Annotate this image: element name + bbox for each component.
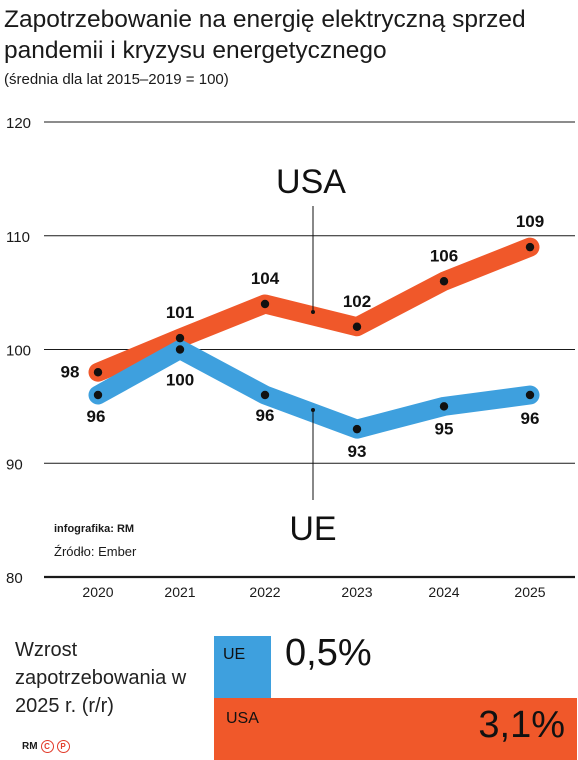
ue-series-label: UE <box>289 510 336 548</box>
y-tick-label: 90 <box>6 456 23 473</box>
y-axis-labels: 80 90 100 110 120 <box>6 115 31 587</box>
usa-growth-value: 3,1% <box>478 704 565 746</box>
p-icon: P <box>56 740 70 753</box>
growth-label: Wzrost zapotrzebowania w 2025 r. (r/r) <box>15 639 187 717</box>
x-axis-labels: 2020 2021 2022 2023 2024 2025 <box>82 584 545 600</box>
data-label: 96 <box>87 407 106 426</box>
logo-text: RM <box>22 741 38 752</box>
data-point <box>525 390 535 400</box>
series-line-ue <box>88 340 540 439</box>
data-point <box>352 322 362 331</box>
x-tick-label: 2023 <box>341 584 372 600</box>
data-label: 104 <box>251 269 280 288</box>
series-annotations: USA UE <box>276 163 346 548</box>
data-point <box>93 390 103 400</box>
data-label: 93 <box>348 442 367 461</box>
data-point <box>525 242 535 252</box>
ue-growth-label: UE <box>223 646 246 663</box>
usa-leader-dot <box>311 310 315 314</box>
data-label: 109 <box>516 212 544 231</box>
line-chart: 80 90 100 110 120 2020 2021 2022 2023 2024 2025 9… <box>6 115 575 600</box>
usa-growth-bar: USA 3,1% <box>214 698 577 760</box>
x-tick-label: 2025 <box>514 584 545 600</box>
source-credit: Źródło: Ember <box>54 544 137 559</box>
data-point <box>352 424 362 434</box>
data-point <box>260 299 270 309</box>
x-tick-label: 2020 <box>82 584 113 600</box>
y-tick-label: 110 <box>6 229 30 246</box>
rm-logo: RM C P <box>22 740 70 753</box>
data-point <box>93 368 103 377</box>
data-label: 101 <box>166 303 194 322</box>
chart-subtitle: (średnia dla lat 2015–2019 = 100) <box>4 71 229 88</box>
data-label: 102 <box>343 292 371 311</box>
data-label: 96 <box>256 406 275 425</box>
data-label: 96 <box>521 409 540 428</box>
ue-growth-value: 0,5% <box>285 632 372 674</box>
data-labels: 98 101 104 102 106 109 96 100 96 93 95 96 <box>61 212 545 461</box>
y-tick-label: 80 <box>6 570 23 587</box>
x-tick-label: 2021 <box>164 584 195 600</box>
y-tick-label: 100 <box>6 343 31 360</box>
copyright-icon: C <box>40 740 54 753</box>
data-label: 106 <box>430 246 458 265</box>
data-point <box>175 345 185 354</box>
usa-growth-label: USA <box>226 710 259 727</box>
series-layer <box>88 237 540 439</box>
data-label: 100 <box>166 371 194 390</box>
ue-growth-bar: UE <box>214 636 271 698</box>
x-tick-label: 2022 <box>249 584 280 600</box>
ue-leader-dot <box>311 408 315 412</box>
data-label: 95 <box>435 419 454 438</box>
series-line-usa <box>88 237 540 382</box>
data-point <box>439 402 449 411</box>
point-markers <box>93 242 535 434</box>
infographic-credit: infografika: RM <box>54 523 135 535</box>
usa-series-label: USA <box>276 163 346 201</box>
data-point <box>439 277 449 286</box>
chart-title: Zapotrzebowanie na energię elektryczną s… <box>4 6 526 64</box>
x-tick-label: 2024 <box>428 584 459 600</box>
data-point <box>175 333 185 343</box>
data-point <box>260 390 270 400</box>
data-label: 98 <box>61 362 80 381</box>
y-tick-label: 120 <box>6 115 31 132</box>
